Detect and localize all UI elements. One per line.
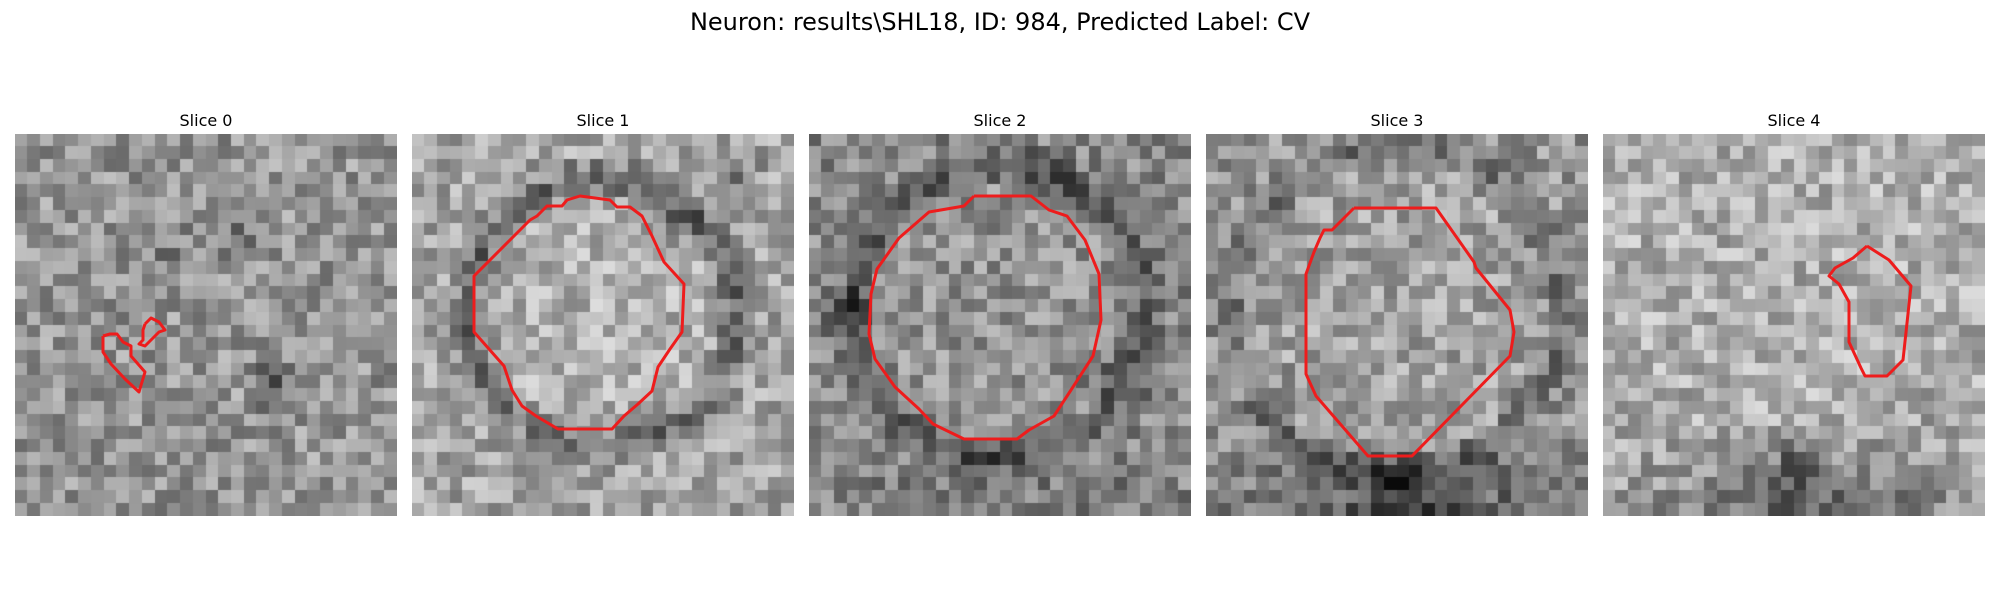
slice-image [1603, 134, 1985, 516]
contour-line [137, 316, 167, 348]
slice-title: Slice 1 [576, 111, 630, 130]
contour-line [867, 194, 1103, 441]
segmentation-contour [101, 316, 167, 394]
grayscale-slice [15, 134, 397, 516]
segmentation-contour [1827, 244, 1913, 378]
slice-panel-1: Slice 1 [412, 110, 794, 516]
grayscale-slice [1206, 134, 1588, 516]
segmentation-contour [472, 194, 686, 431]
slice-title: Slice 0 [179, 111, 233, 130]
slice-panel-2: Slice 2 [809, 110, 1191, 516]
grayscale-slice [1603, 134, 1985, 516]
grayscale-slice [809, 134, 1191, 516]
slice-title: Slice 3 [1370, 111, 1424, 130]
figure-title: Neuron: results\SHL18, ID: 984, Predicte… [689, 8, 1311, 36]
slice-image [412, 134, 794, 516]
segmentation-contour [1304, 206, 1516, 458]
slice-title: Slice 4 [1767, 111, 1821, 130]
slice-panel-3: Slice 3 [1206, 110, 1588, 516]
contour-line [472, 194, 686, 431]
segmentation-contour [867, 194, 1103, 441]
contour-line [1304, 206, 1516, 458]
slice-image [1206, 134, 1588, 516]
slice-image [809, 134, 1191, 516]
slice-title: Slice 2 [973, 111, 1027, 130]
contour-line [1827, 244, 1913, 378]
contour-line [101, 332, 147, 394]
slice-panel-4: Slice 4 [1603, 110, 1985, 516]
slice-panel-0: Slice 0 [15, 110, 397, 516]
slice-image [15, 134, 397, 516]
